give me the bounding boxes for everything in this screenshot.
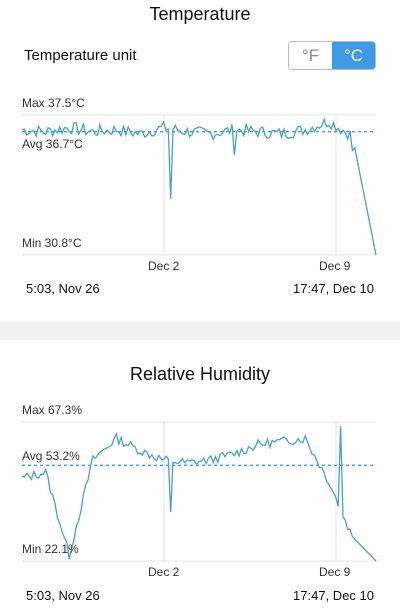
temperature-series-line <box>21 117 377 256</box>
humidity-chart-svg <box>21 421 377 562</box>
temperature-xtick-dec2: Dec 2 <box>148 259 180 273</box>
humidity-avg-label: Avg 53.2% <box>22 449 80 463</box>
temperature-min-label: Min 30.8°C <box>22 236 82 250</box>
humidity-title: Relative Humidity <box>129 364 271 384</box>
temperature-chart: Max 37.5°C Avg 36.7°C Min 30.8°C Dec 2 D… <box>0 90 400 320</box>
temperature-unit-label: Temperature unit <box>24 47 137 64</box>
humidity-chart: Max 67.3% Avg 53.2% Min 22.1% Dec 2 Dec … <box>0 395 400 613</box>
temperature-xtick-dec9: Dec 9 <box>319 259 351 273</box>
temperature-start-time: 5:03, Nov 26 <box>26 281 100 296</box>
section-divider <box>0 322 400 340</box>
humidity-end-time: 17:47, Dec 10 <box>293 588 374 603</box>
temperature-end-time: 17:47, Dec 10 <box>293 281 374 296</box>
temperature-title: Temperature <box>149 4 251 24</box>
temperature-avg-label: Avg 36.7°C <box>22 137 83 151</box>
fahrenheit-button[interactable]: °F <box>289 42 332 69</box>
temperature-chart-svg <box>21 114 377 256</box>
humidity-xtick-dec9: Dec 9 <box>319 565 351 579</box>
temperature-max-label: Max 37.5°C <box>22 96 85 110</box>
humidity-max-label: Max 67.3% <box>22 403 83 417</box>
humidity-min-label: Min 22.1% <box>22 542 79 556</box>
celsius-button[interactable]: °C <box>332 42 375 69</box>
humidity-xtick-dec2: Dec 2 <box>148 565 180 579</box>
humidity-start-time: 5:03, Nov 26 <box>26 588 100 603</box>
unit-segmented-control[interactable]: °F °C <box>288 41 376 70</box>
humidity-series-line <box>21 425 377 562</box>
